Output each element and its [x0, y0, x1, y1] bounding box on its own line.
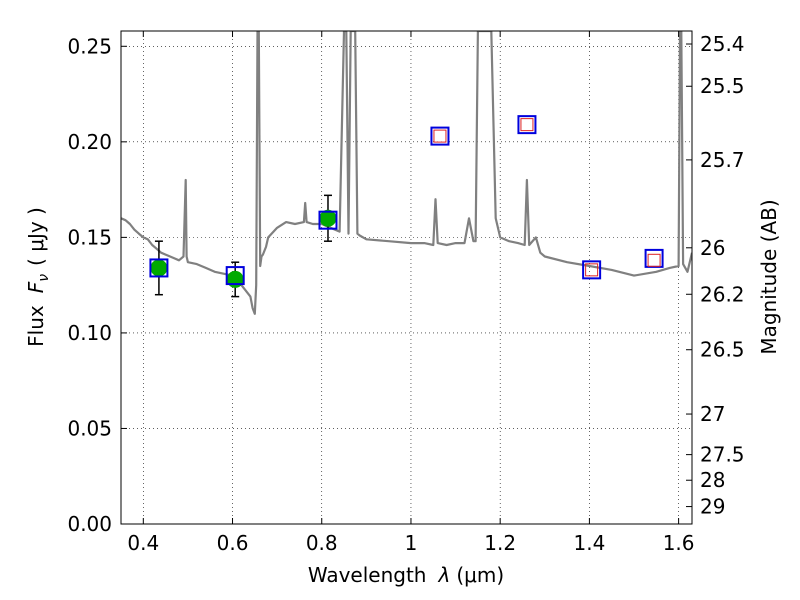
y2-tick-label: 29: [700, 495, 725, 519]
y-axis-label: Flux Fν ( μJy ): [24, 207, 52, 347]
x-tick-label: 1.6: [663, 531, 695, 555]
plot-frame: [120, 30, 693, 525]
y-tick-label: 0.25: [67, 34, 112, 58]
y2-tick-label: 26.2: [700, 282, 745, 306]
x-axis-label: Wavelength λ (μm): [308, 563, 504, 587]
plot-area: [121, 31, 692, 524]
y-tick-label: 0.20: [67, 130, 112, 154]
y-axis-label-symbol: F: [24, 281, 48, 293]
limit-square: [647, 253, 661, 267]
model-square: [225, 266, 245, 286]
y2-tick-label: 25.7: [700, 148, 745, 172]
model-square: [430, 126, 450, 146]
svg-text:Magnitude (AB): Magnitude (AB): [757, 199, 781, 354]
y2-tick-label: 26: [700, 236, 725, 260]
x-tick-label: 0.8: [306, 531, 338, 555]
y-tick-label: 0.15: [67, 225, 112, 249]
svg-text:FluxFν( μJy ): Flux Fν ( μJy ): [24, 207, 52, 347]
model-square: [318, 210, 338, 230]
y2-axis-label: Magnitude (AB): [757, 199, 781, 354]
y-axis-label-subscript: ν: [36, 274, 52, 282]
model-square: [517, 115, 537, 135]
model-square: [644, 248, 664, 268]
y2-tick-label: 26.5: [700, 338, 745, 362]
limit-square: [433, 129, 447, 143]
y2-tick-label: 27: [700, 402, 725, 426]
y-axis: 0.00 0.05 0.10 0.15 0.20 0.25: [67, 34, 127, 536]
y-axis-label-text: Flux: [24, 305, 48, 347]
x-tick-label: 0.4: [127, 531, 159, 555]
spectrum-layer: [121, 31, 692, 315]
model-square: [149, 258, 169, 278]
y-tick-label: 0.10: [67, 321, 112, 345]
limit-square: [520, 118, 534, 132]
limit-square: [585, 263, 599, 277]
x-tick-label: 0.6: [217, 531, 249, 555]
spectrum-line: [121, 31, 692, 315]
x-axis: 0.4 0.6 0.8 1 1.2 1.4 1.6: [127, 31, 695, 555]
y-axis-label-unit: ( μJy ): [24, 207, 48, 266]
y2-tick-label: 25.5: [700, 74, 745, 98]
y-tick-label: 0.05: [67, 416, 112, 440]
y-tick-label: 0.00: [67, 512, 112, 536]
x-tick-label: 1: [405, 531, 418, 555]
x-tick-label: 1.4: [573, 531, 605, 555]
y2-tick-label: 25.4: [700, 32, 745, 56]
y2-tick-label: 28: [700, 468, 725, 492]
x-tick-label: 1.2: [484, 531, 516, 555]
observed-point: [150, 259, 168, 277]
model-square: [582, 260, 602, 280]
y2-tick-label: 27.5: [700, 443, 745, 467]
points-layer: [149, 115, 664, 298]
y2-axis: 25.4 25.5 25.7 26 26.2 26.5 27 27.528 29: [686, 32, 745, 519]
